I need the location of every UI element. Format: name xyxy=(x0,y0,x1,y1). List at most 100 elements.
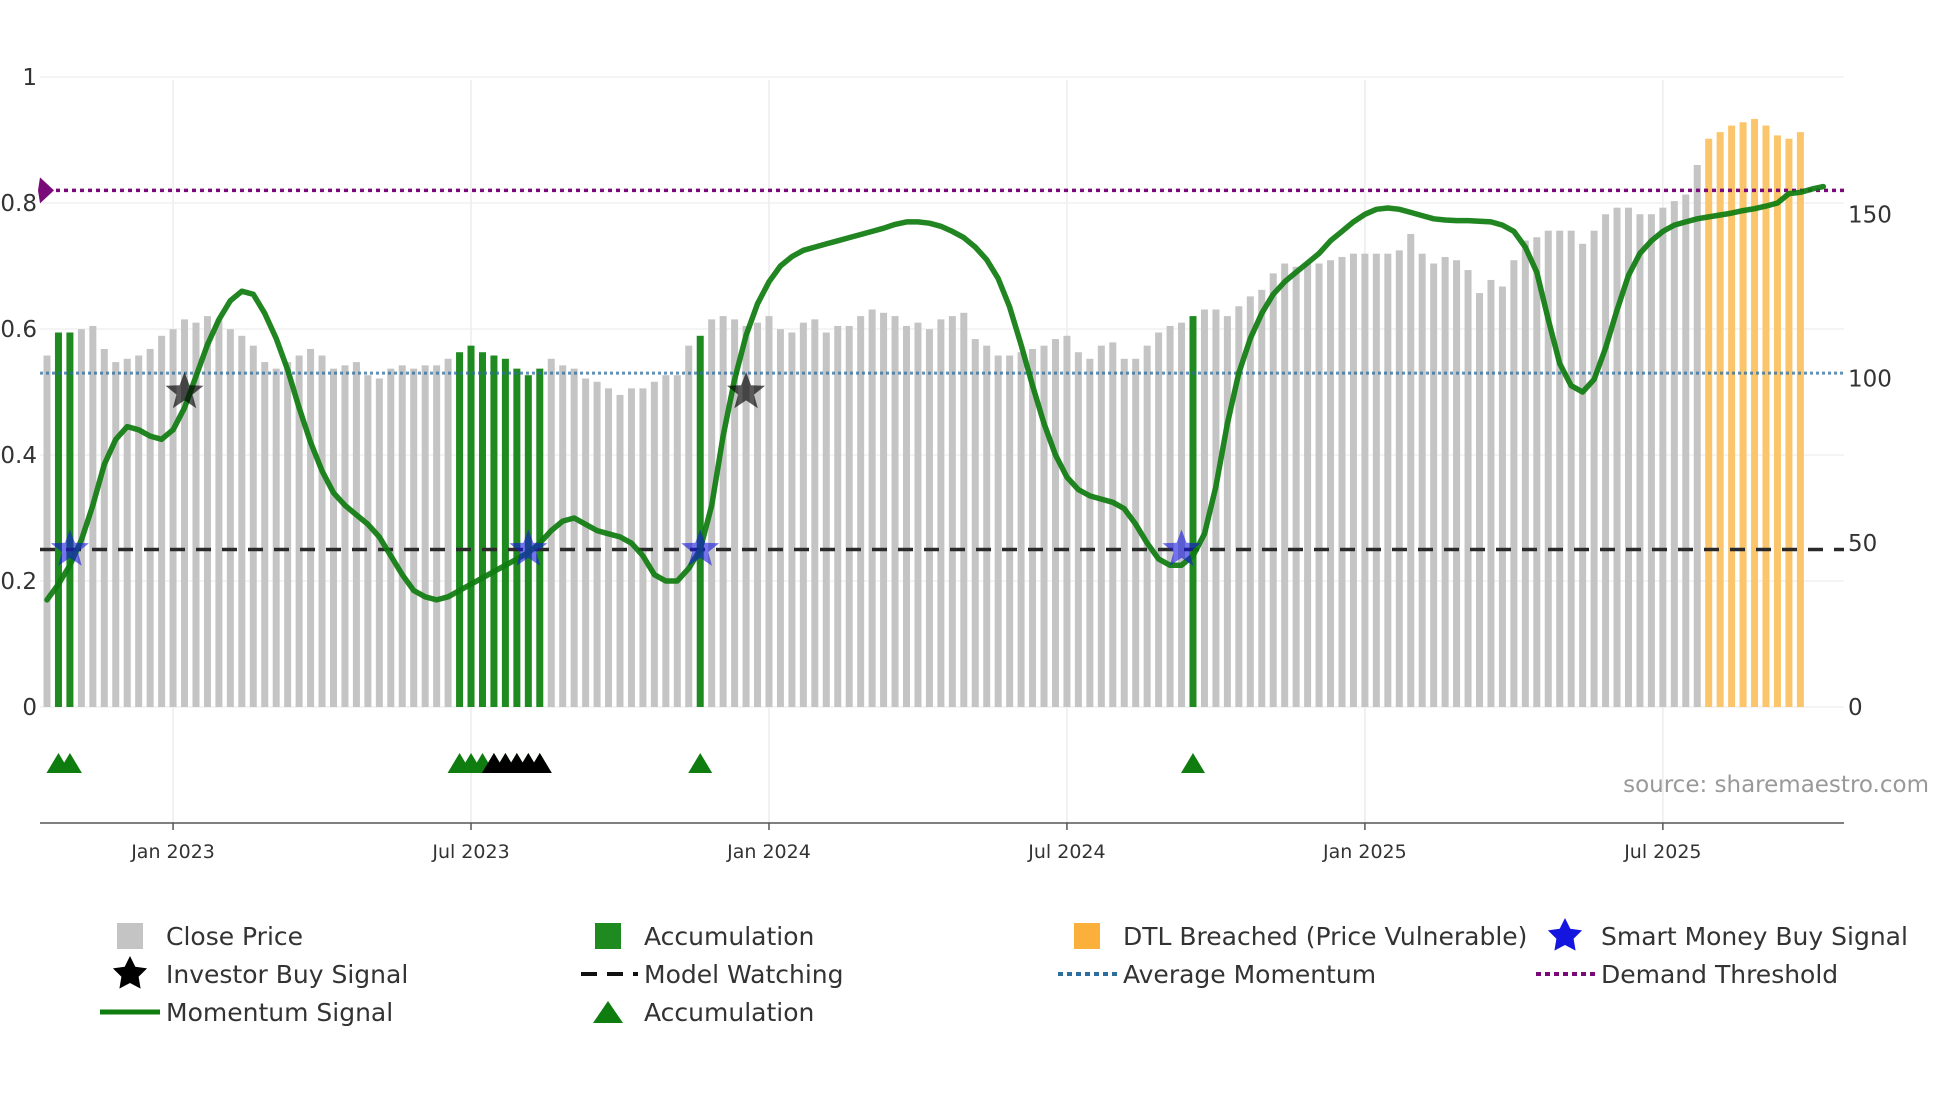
close-price-bar xyxy=(238,335,246,707)
close-price-bar xyxy=(937,319,945,707)
legend-close-price: Close Price xyxy=(95,917,303,955)
momentum-signal-line xyxy=(44,183,1827,603)
x-tick-label: Jul 2023 xyxy=(431,841,509,863)
close-price-bar xyxy=(627,388,635,707)
accumulation-bar xyxy=(536,368,544,707)
close-price-bar xyxy=(731,319,739,707)
close-price-bar xyxy=(1017,352,1025,707)
close-price-bar xyxy=(1269,273,1277,707)
close-price-bar xyxy=(1602,214,1610,707)
close-price-bar xyxy=(123,358,131,707)
close-price-bar xyxy=(307,348,315,707)
dtl-breached-bar xyxy=(1751,118,1759,708)
close-price-bar xyxy=(1109,342,1117,707)
close-price-bar xyxy=(799,322,807,707)
chart-svg: Jan 2023 Jul 2023 Jan 2024 Jul 2024 Jan 2025… xyxy=(0,65,1929,863)
legend-momentum-signal: Momentum Signal xyxy=(95,993,393,1031)
legend-dtl-swatch xyxy=(1052,917,1122,955)
legend-dtl-breached-label: DTL Breached (Price Vulnerable) xyxy=(1123,921,1528,951)
legend-momentum-line xyxy=(95,993,165,1031)
close-price-bar xyxy=(1613,207,1621,707)
accumulation-bar xyxy=(456,352,464,707)
close-price-bar xyxy=(1223,316,1231,707)
smart-money-star xyxy=(50,529,89,566)
left-tick-label: 0 xyxy=(22,695,37,721)
close-price-bar xyxy=(719,316,727,707)
close-price-bar xyxy=(1453,260,1461,707)
close-price-bar xyxy=(971,339,979,707)
close-price-bar xyxy=(1498,286,1506,707)
close-price-bar xyxy=(77,329,85,707)
legend: Close Price Investor Buy Signal Momentum… xyxy=(0,915,1960,1045)
close-price-bar xyxy=(639,388,647,707)
close-price-bar xyxy=(1624,207,1632,707)
close-price-bar xyxy=(1636,214,1644,707)
investor-buy-star xyxy=(727,372,766,409)
close-price-bar xyxy=(1567,230,1575,708)
close-price-bar xyxy=(1544,230,1552,708)
smart-money-star xyxy=(681,529,720,566)
legend-smart-money-label: Smart Money Buy Signal xyxy=(1601,921,1908,951)
close-price-bar xyxy=(100,348,108,707)
close-price-bar xyxy=(1200,309,1208,707)
right-tick-label: 50 xyxy=(1848,531,1877,557)
demand-threshold-marker xyxy=(38,177,54,204)
close-price-bar xyxy=(112,362,120,707)
legend-close-price-label: Close Price xyxy=(166,921,304,951)
close-price-bar xyxy=(1407,233,1415,707)
close-price-bar xyxy=(834,325,842,707)
axes: Jan 2023 Jul 2023 Jan 2024 Jul 2024 Jan 2025… xyxy=(0,65,1891,863)
close-price-bar xyxy=(192,322,200,707)
legend-demand-threshold: Demand Threshold xyxy=(1530,955,1838,993)
close-price-bar xyxy=(1212,309,1220,707)
close-price-bar xyxy=(1395,250,1403,707)
close-price-bar xyxy=(261,362,269,707)
close-price-bar xyxy=(983,345,991,707)
x-tick-label: Jan 2025 xyxy=(1322,841,1407,863)
close-price-bar xyxy=(570,368,578,707)
right-tick-label: 0 xyxy=(1848,695,1863,721)
close-price-bar xyxy=(845,325,853,707)
close-price-bar xyxy=(1051,339,1059,707)
close-price-bar xyxy=(582,378,590,707)
close-price-bar xyxy=(215,319,223,707)
x-tick-label: Jul 2025 xyxy=(1623,841,1701,863)
close-price-bar xyxy=(1281,263,1289,707)
accumulation-triangle xyxy=(57,753,82,773)
accumulation-bar xyxy=(501,358,509,707)
accumulation-bar xyxy=(467,345,475,707)
close-price-bar xyxy=(593,381,601,707)
close-price-bar xyxy=(1533,237,1541,707)
legend-investor-buy: Investor Buy Signal xyxy=(95,955,408,993)
close-price-bar xyxy=(1166,325,1174,707)
legend-close-price-swatch xyxy=(95,917,165,955)
close-price-bar xyxy=(1590,230,1598,708)
accumulation-bar xyxy=(66,332,74,707)
close-price-bar xyxy=(295,355,303,707)
dtl-breached-bar xyxy=(1728,125,1736,708)
close-price-bar xyxy=(1510,260,1518,707)
close-price-bar xyxy=(1682,194,1690,708)
smart-money-star xyxy=(509,529,548,566)
close-price-bar xyxy=(925,329,933,707)
star-icon xyxy=(1530,917,1600,955)
legend-accumulation-marker-label: Accumulation xyxy=(644,997,815,1027)
close-price-bar xyxy=(1235,306,1243,707)
close-price-bar xyxy=(1670,201,1678,708)
left-tick-label: 0.4 xyxy=(0,443,37,469)
close-price-bar xyxy=(1338,256,1346,707)
close-price-bar xyxy=(650,381,658,707)
close-price-bar xyxy=(1063,335,1071,707)
close-price-bar xyxy=(1361,253,1369,708)
legend-model-watching-label: Model Watching xyxy=(644,959,844,989)
close-price-bar xyxy=(1006,355,1014,707)
close-price-bar xyxy=(1097,345,1105,707)
legend-accumulation-swatch xyxy=(573,917,643,955)
close-price-bar xyxy=(559,365,567,707)
legend-accumulation: Accumulation xyxy=(573,917,814,955)
left-tick-label: 0.6 xyxy=(0,317,37,343)
legend-dtl-breached: DTL Breached (Price Vulnerable) xyxy=(1052,917,1527,955)
legend-momentum-signal-label: Momentum Signal xyxy=(166,997,394,1027)
close-price-bar xyxy=(1521,240,1529,707)
close-price-bar xyxy=(1384,253,1392,708)
